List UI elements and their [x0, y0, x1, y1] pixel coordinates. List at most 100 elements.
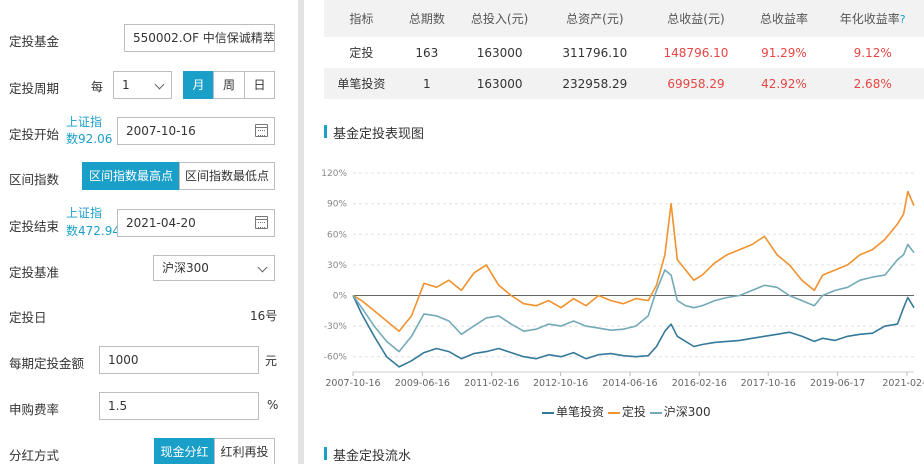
benchmark-label: 定投基准 [9, 265, 60, 280]
end-date-value: 2021-04-20 [126, 216, 196, 230]
calendar-icon[interactable] [255, 124, 268, 137]
chevron-down-icon [257, 262, 268, 273]
day-value: 16号 [250, 309, 278, 323]
amount-unit: 元 [265, 354, 278, 368]
x-tick-label: 2009-06-16 [395, 378, 450, 389]
header-assets: 总资产(元) [544, 0, 646, 37]
header-indicator: 指标 [324, 0, 399, 37]
range-index-low-button[interactable]: 区间指数最低点 [179, 162, 275, 190]
y-tick-label: 60% [327, 230, 347, 240]
fund-label: 定投基金 [9, 34, 60, 49]
amount-input[interactable]: 1000 [99, 346, 259, 374]
start-date-value: 2007-10-16 [126, 124, 196, 138]
legend-label: 沪深300 [663, 405, 711, 419]
y-tick-label: 30% [327, 261, 347, 271]
x-tick-label: 2014-06-16 [602, 378, 657, 389]
cell-name: 定投 [349, 46, 374, 60]
period-option-day[interactable]: 日 [244, 71, 275, 99]
period-option-month[interactable]: 月 [183, 71, 214, 99]
amount-row: 每期定投金额 1000 元 [0, 346, 293, 376]
performance-chart: -60% -30% 0% 30% 60% 90% 120% 2007-10-16 2009-06… [321, 169, 924, 389]
table-header-row: 指标 总期数 总投入(元) 总资产(元) 总收益(元) 总收益率 年化收益率? [324, 0, 924, 37]
cell-profit: 148796.10 [663, 45, 729, 60]
cell-invested: 163000 [454, 68, 545, 99]
period-count-value: 1 [122, 78, 130, 92]
cell-return: 91.29% [761, 45, 807, 60]
start-date-input[interactable]: 2007-10-16 [117, 117, 275, 145]
fee-unit: % [267, 398, 279, 412]
y-tick-label: -30% [324, 322, 348, 332]
end-row: 定投结束 上证指 数472.94 2021-04-20 [0, 206, 293, 239]
fund-input[interactable]: 550002.OF 中信保诚精萃成 [124, 24, 275, 52]
amount-label: 每期定投金额 [9, 356, 85, 371]
series-line [352, 190, 915, 332]
start-index-label: 上证指 [66, 115, 103, 129]
day-label: 定投日 [9, 310, 47, 325]
settings-panel: 定投基金 550002.OF 中信保诚精萃成 定投周期 每 1 月 周 日 定投… [0, 0, 293, 464]
cell-profit: 69958.29 [645, 68, 747, 99]
dividend-reinvest-button[interactable]: 红利再投 [214, 438, 275, 464]
fund-row: 定投基金 550002.OF 中信保诚精萃成 [0, 24, 293, 54]
fee-label: 申购费率 [9, 402, 60, 417]
table-row: 单笔投资 1 163000 232958.29 69958.29 42.92% … [324, 68, 924, 99]
help-icon[interactable]: ? [899, 13, 906, 26]
series-line [352, 243, 915, 353]
legend-swatch [542, 411, 554, 414]
end-date-input[interactable]: 2021-04-20 [117, 209, 275, 237]
fee-input[interactable]: 1.5 [99, 392, 259, 420]
legend-item-lump-sum[interactable]: 单笔投资 [542, 405, 604, 419]
period-option-week[interactable]: 周 [213, 71, 245, 99]
end-index-label: 上证指 [66, 206, 103, 220]
x-tick-label: 2012-10-16 [533, 378, 588, 389]
range-index-row: 区间指数 区间指数最高点 区间指数最低点 [0, 162, 293, 192]
range-index-high-button[interactable]: 区间指数最高点 [82, 162, 180, 190]
y-tick-label: 90% [327, 200, 347, 210]
results-panel: 指标 总期数 总投入(元) 总资产(元) 总收益(元) 总收益率 年化收益率? … [305, 0, 924, 464]
dividend-cash-button[interactable]: 现金分红 [154, 438, 215, 464]
cell-name: 单笔投资 [324, 68, 399, 99]
x-tick-label: 2016-02-16 [672, 378, 727, 389]
legend-item-csi300[interactable]: 沪深300 [649, 405, 711, 419]
panel-divider [298, 0, 304, 464]
day-row: 定投日 16号 [0, 300, 293, 330]
cell-periods: 163 [415, 45, 439, 60]
y-tick-label: -60% [324, 353, 348, 363]
x-tick-label: 2011-02-16 [464, 378, 519, 389]
cell-annual-return: 9.12% [853, 45, 892, 60]
benchmark-select[interactable]: 沪深300 [153, 255, 275, 281]
period-row: 定投周期 每 1 月 周 日 [0, 71, 293, 101]
legend-item-dca[interactable]: 定投 [607, 405, 646, 419]
period-label: 定投周期 [9, 81, 60, 96]
end-index-value: 数472.94 [66, 224, 120, 238]
header-annual-return: 年化收益率? [821, 0, 924, 37]
chart-section-title: 基金定投表现图 [324, 123, 424, 142]
header-invested: 总投入(元) [454, 0, 545, 37]
summary-table: 指标 总期数 总投入(元) 总资产(元) 总收益(元) 总收益率 年化收益率? … [324, 0, 924, 99]
benchmark-value: 沪深300 [162, 261, 209, 275]
chevron-down-icon [154, 79, 165, 90]
flow-section-title: 基金定投流水 [324, 445, 411, 464]
x-tick-label: 2021-02-1 [882, 378, 924, 389]
period-count-select[interactable]: 1 [113, 71, 172, 99]
legend-label: 定投 [621, 405, 646, 419]
cell-periods: 1 [398, 68, 455, 99]
fee-row: 申购费率 1.5 % [0, 392, 293, 422]
benchmark-row: 定投基准 沪深300 [0, 255, 293, 285]
start-label: 定投开始 [9, 127, 60, 142]
end-label: 定投结束 [9, 219, 60, 234]
cell-return: 42.92% [746, 68, 822, 99]
dividend-row: 分红方式 现金分红 红利再投 [0, 438, 293, 464]
chart-legend: 单笔投资 定投 沪深300 [542, 403, 711, 420]
header-annual-return-label: 年化收益率 [839, 12, 900, 26]
x-tick-label: 2017-10-16 [741, 378, 796, 389]
cell-assets: 311796.10 [562, 45, 628, 60]
header-periods: 总期数 [398, 0, 455, 37]
series-line [352, 295, 915, 368]
start-index-value: 数92.06 [66, 132, 113, 146]
y-tick-label: 0% [333, 292, 348, 302]
legend-label: 单笔投资 [556, 405, 605, 419]
cell-invested: 163000 [476, 45, 523, 60]
cell-assets: 232958.29 [544, 68, 646, 99]
calendar-icon[interactable] [255, 216, 268, 229]
legend-swatch [607, 411, 620, 414]
